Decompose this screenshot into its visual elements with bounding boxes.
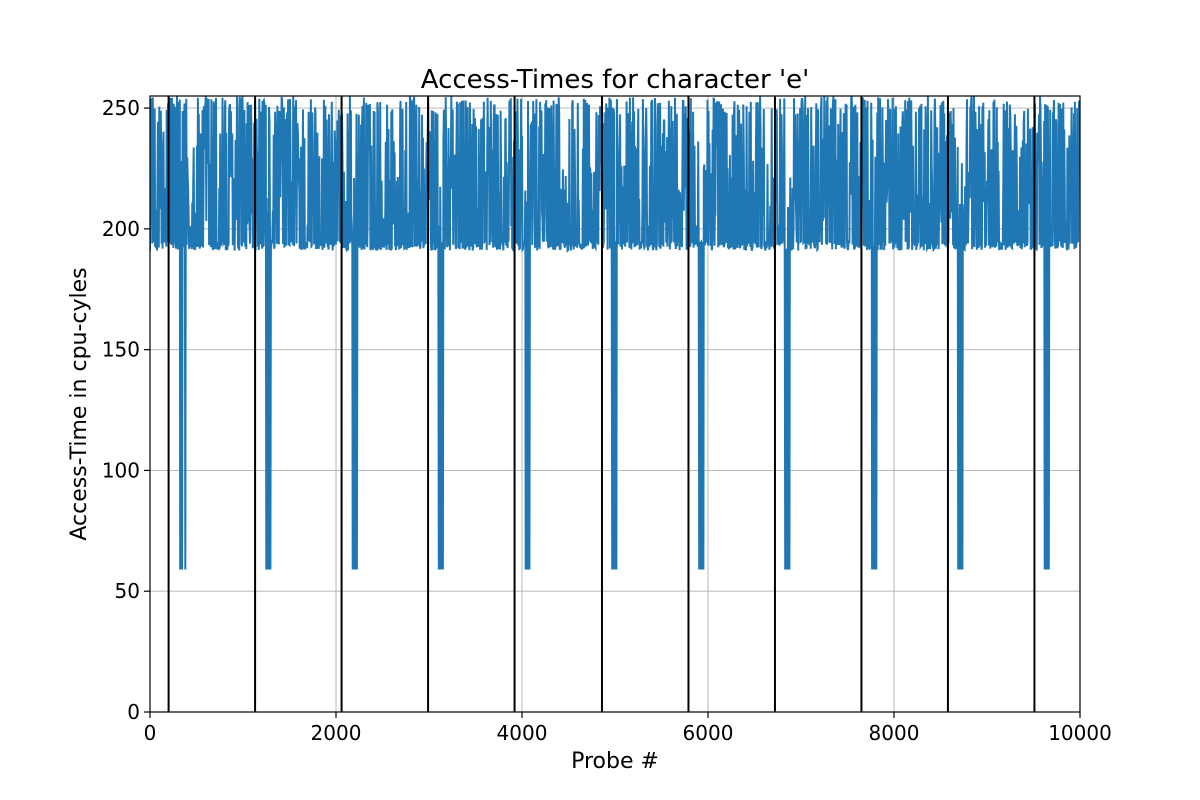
x-tick-label: 6000: [683, 721, 734, 745]
y-tick-label: 200: [102, 217, 140, 241]
x-tick-label: 10000: [1048, 721, 1112, 745]
x-tick-label: 2000: [311, 721, 362, 745]
x-tick-label: 4000: [497, 721, 548, 745]
chart-title: Access-Times for character 'e': [421, 65, 810, 95]
x-tick-label: 8000: [869, 721, 920, 745]
y-tick-label: 250: [102, 96, 140, 120]
x-axis-label: Probe #: [571, 749, 659, 774]
y-tick-label: 100: [102, 458, 140, 482]
data-layer: [150, 96, 1080, 712]
y-tick-label: 0: [127, 700, 140, 724]
y-axis-label: Access-Time in cpu-cyles: [67, 267, 92, 540]
tick-layer: 0 2000 4000 6000 8000 10000 0 50 100 150 200 250: [102, 96, 1112, 745]
y-tick-label: 50: [115, 579, 140, 603]
plot-frame: [149, 95, 1081, 713]
access-time-series-line: [150, 96, 1080, 570]
x-tick-label: 0: [144, 721, 157, 745]
y-tick-label: 150: [102, 338, 140, 362]
